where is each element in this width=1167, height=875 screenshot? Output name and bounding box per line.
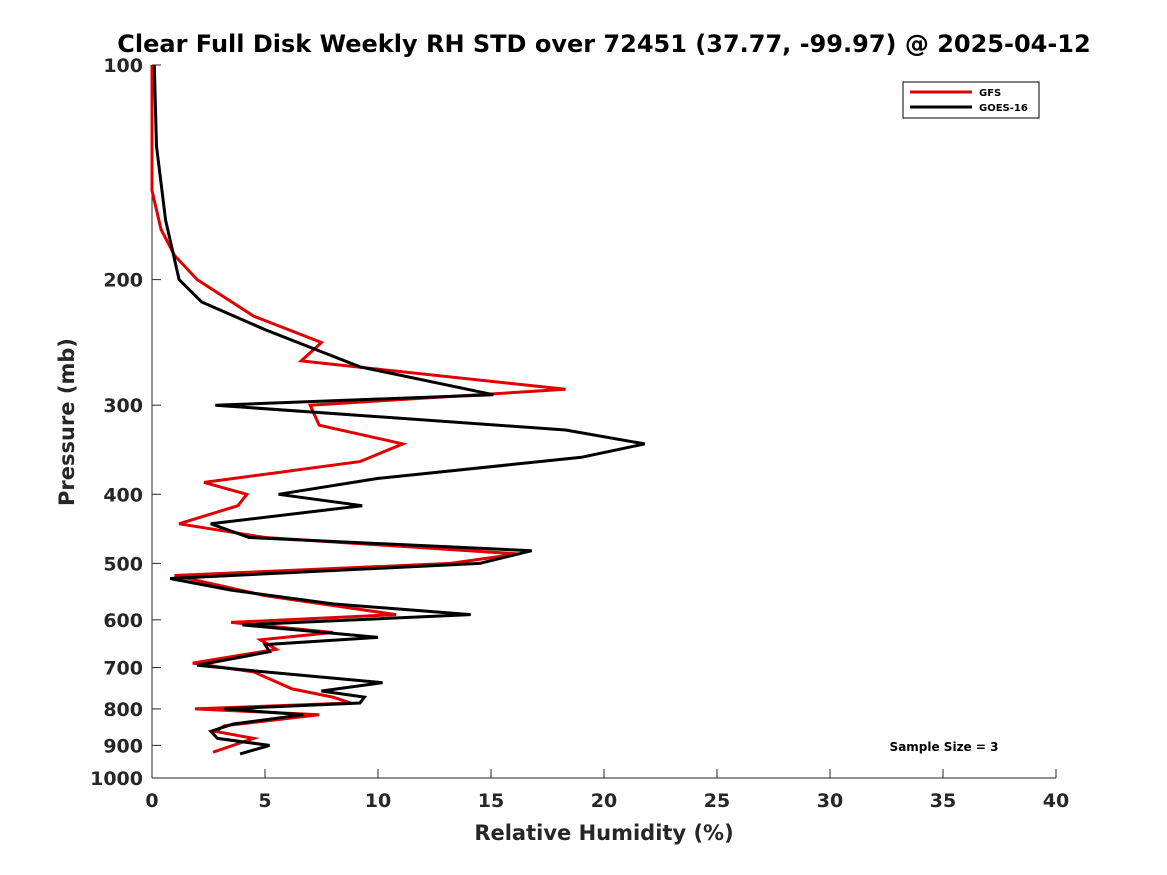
x-tick-label: 20 [591, 790, 617, 812]
x-tick-label: 0 [145, 790, 158, 812]
chart-title: Clear Full Disk Weekly RH STD over 72451… [117, 30, 1090, 58]
legend: GFS GOES-16 [902, 81, 1040, 119]
y-tick-label: 400 [103, 484, 143, 506]
series-line-gfs [150, 65, 566, 754]
series-line-goes-16 [152, 64, 646, 756]
y-tick-label: 1000 [90, 768, 143, 790]
x-tick-label: 5 [258, 790, 271, 812]
sample-size-annotation: Sample Size = 3 [890, 740, 999, 754]
y-tick-label: 900 [103, 735, 143, 757]
legend-label-goes-16: GOES-16 [979, 103, 1028, 114]
y-tick-label: 600 [103, 610, 143, 632]
x-axis-label: Relative Humidity (%) [474, 821, 733, 845]
x-tick-label: 10 [365, 790, 391, 812]
y-tick-label: 500 [103, 553, 143, 575]
legend-box [902, 81, 1040, 119]
x-tick-label: 35 [930, 790, 956, 812]
x-tick-label: 30 [817, 790, 843, 812]
y-tick-label: 200 [103, 270, 143, 292]
y-tick-label: 700 [103, 658, 143, 680]
plot-frame [151, 65, 1056, 779]
x-tick-label: 25 [704, 790, 730, 812]
series-layer [150, 64, 646, 756]
y-axis-ticks: 100 200 300 400 500 600 700 800 900 1000 [90, 55, 161, 790]
legend-label-gfs: GFS [979, 88, 1001, 99]
x-tick-label: 40 [1043, 790, 1069, 812]
y-tick-label: 100 [103, 55, 143, 77]
y-tick-label: 300 [103, 395, 143, 417]
x-tick-label: 15 [478, 790, 504, 812]
x-axis-ticks: 0 5 10 15 20 25 30 35 40 [145, 769, 1069, 812]
y-axis-label: Pressure (mb) [55, 338, 79, 506]
y-tick-label: 800 [103, 699, 143, 721]
